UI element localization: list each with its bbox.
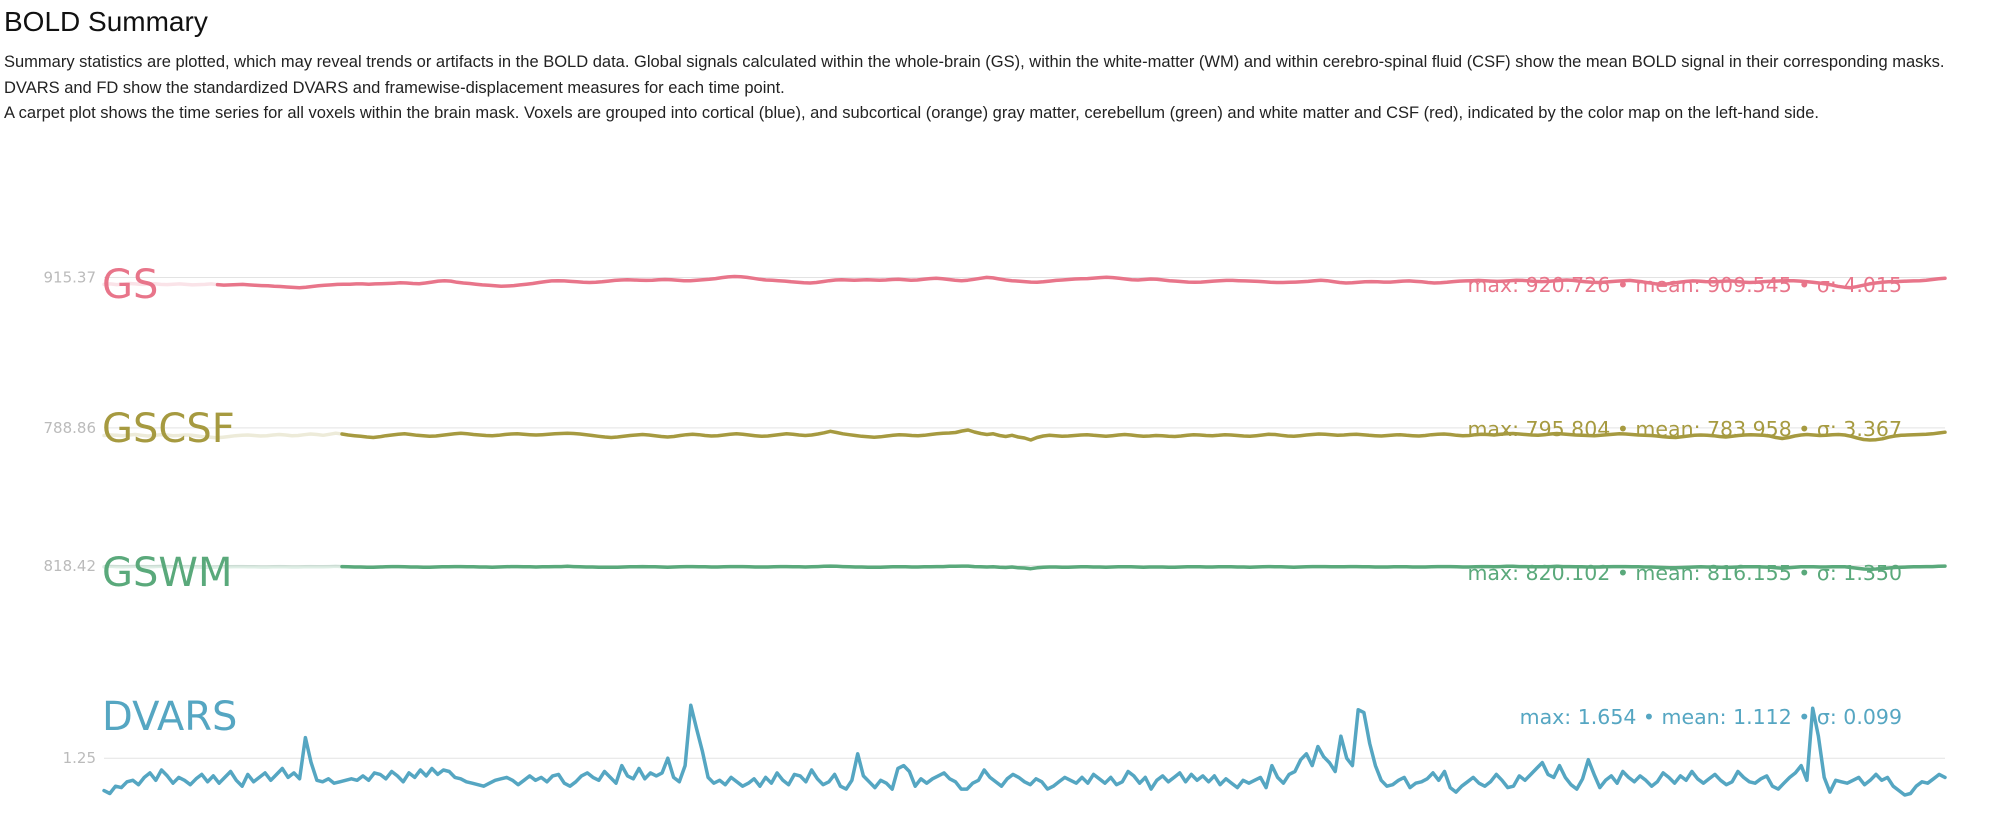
gscsf-line (340, 428, 1947, 442)
dvars-series-label: DVARS (102, 694, 237, 740)
dvars-line (102, 703, 1947, 797)
description-paragraph: A carpet plot shows the time series for … (4, 104, 1819, 122)
gscsf-stats: max: 795.804 • mean: 783.958 • σ: 3.367 (1467, 417, 1902, 441)
gs-faded-segment (102, 281, 220, 287)
dvars-reference-label: 1.25 (63, 749, 96, 767)
gswm-faded-segment (102, 564, 344, 570)
description: Summary statistics are plotted, which ma… (4, 50, 1989, 127)
gs-reference-label: 915.37 (44, 268, 97, 286)
gswm-series-label: GSWM (102, 550, 232, 596)
gscsf-faded-segment (102, 431, 344, 440)
gs-series-label: GS (102, 262, 158, 308)
gswm-stats: max: 820.102 • mean: 816.155 • σ: 1.350 (1467, 561, 1902, 585)
gs-stats: max: 920.726 • mean: 909.545 • σ: 4.015 (1467, 273, 1902, 297)
dvars-stats: max: 1.654 • mean: 1.112 • σ: 0.099 (1520, 705, 1902, 729)
page-title: BOLD Summary (4, 6, 208, 37)
gscsf-reference-label: 788.86 (44, 419, 97, 437)
gscsf-series-label: GSCSF (102, 406, 235, 452)
gswm-line (340, 564, 1947, 571)
gswm-reference-label: 818.42 (44, 557, 97, 575)
description-paragraph: Summary statistics are plotted, which ma… (4, 53, 1945, 97)
gs-line (215, 274, 1947, 290)
